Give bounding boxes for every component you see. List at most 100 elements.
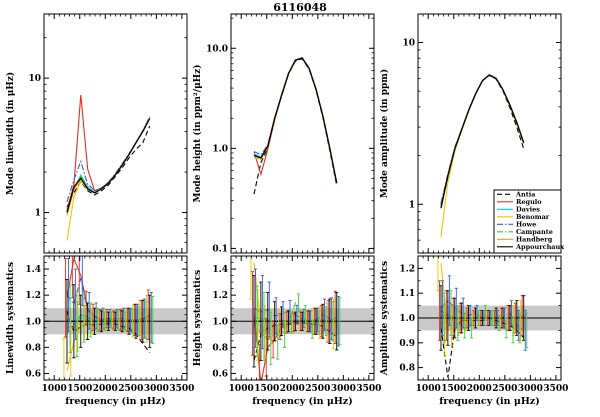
error-bar-campante [144,301,148,339]
error-bar-campante [262,292,266,361]
ticks: 1000 1500 2000 2500 3000 3500 0.6 0.8 1.0 1.2 1.4 [25,256,194,394]
axis-text: 1.0 [212,144,228,154]
error-bar-appourchaux [259,281,263,361]
panel-height_systematics: 1000 1500 2000 2500 3000 3500 0.6 0.8 1.0 1.2 1.4 H… [193,255,381,407]
error-bar-howe [468,305,472,326]
error-bar-howe [475,305,479,321]
error-bar-howe [336,296,340,347]
error-bar-appourchaux [494,307,498,329]
panel-frame [43,13,188,254]
error-bar-appourchaux [328,298,332,344]
ticks: 1000 1500 2000 2500 3000 3500 0.6 0.8 1.0 1.2 1.4 [212,256,381,394]
error-bar-regulo [437,280,442,341]
error-bar-howe [128,307,133,333]
error-bar-campante [96,307,100,333]
legend-label-handberg: Handberg [516,236,553,244]
error-bar-campante [470,317,474,339]
series-handberg [66,117,151,216]
y-axis-label-linewidth: Mode linewidth (in μHz) [5,72,16,195]
error-bar-benomar [62,337,66,380]
error-bar-howe [115,309,119,329]
error-bar-campante [82,292,86,343]
error-bar-regulo [112,310,116,330]
axis-text: 0.1 [212,244,228,254]
error-bar-howe [523,310,527,351]
error-bar-benomar [249,256,253,300]
axis-text: 1000 [42,384,67,394]
axis-text: 2000 [280,384,305,394]
axis-text: 1.0 [399,314,415,324]
series-appourchaux [253,57,338,184]
error-bar-campante [511,317,515,344]
error-bar-campante [504,317,508,339]
error-bar-howe [80,256,84,307]
panel-linewidth_systematics: 1000 1500 2000 2500 3000 3500 0.6 0.8 1.0 1.2 1.4 L… [6,255,194,407]
error-bar-howe [496,310,500,326]
error-bar-appourchaux [148,294,152,348]
axis-text: 1.0 [25,317,41,327]
error-bar-campante [68,284,72,354]
error-bar-appourchaux [508,305,512,331]
axis-text: 1.0 [212,317,228,327]
axis-text: 0.8 [212,343,228,353]
series-antia [440,74,525,205]
error-bar-regulo [250,271,255,356]
axis-text: 1 [409,200,415,210]
legend-box [493,189,562,254]
axis-text: 10 [28,74,41,84]
axis-text: 1.2 [25,291,41,301]
error-bar-howe [253,268,258,348]
legend-label-howe: Howe [516,221,536,229]
legend-label-benomar: Benomar [516,213,550,221]
series-campante [66,117,151,212]
axis-text: 1500 [67,384,92,394]
series-regulo [66,94,151,210]
axis-text: 1500 [254,384,279,394]
error-bar-benomar [318,306,322,339]
error-bar-howe [73,268,78,340]
axis-text: 1000 [416,384,441,394]
error-bar-howe [87,292,91,330]
error-bar-campante [338,297,342,346]
series-handberg [440,74,525,209]
series-howe [66,116,151,203]
axis-text: 1000 [229,384,254,394]
axis-text: 2500 [305,384,330,394]
series-howe [440,74,525,204]
error-bar-campante [116,310,120,330]
series-regulo [440,74,525,206]
panel-frame [43,255,188,381]
error-bar-howe [454,287,458,329]
series-campante [440,74,525,208]
error-bar-howe [516,310,520,341]
y-axis-label-amplitude: Mode amplitude (in ppm) [379,69,390,198]
series-appourchaux [440,74,525,209]
error-bar-howe [295,305,299,325]
error-bar-campante [331,301,335,342]
axis-text: 0.8 [25,343,41,353]
error-bar-regulo [465,307,469,329]
panel-frame [417,13,562,254]
error-bar-howe [315,307,320,333]
error-bar-campante [123,311,127,331]
error-bar-regulo [285,311,289,334]
axis-text: 3500 [543,384,568,394]
error-bar-campante [324,306,328,337]
error-bar-howe [302,309,306,329]
error-bar-campante [151,296,155,344]
legend-label-campante: Campante [516,228,553,236]
error-bar-appourchaux [99,310,104,333]
error-bar-howe [274,297,278,335]
error-bar-regulo [271,320,275,359]
error-bar-howe [309,310,313,333]
axis-text: 1500 [441,384,466,394]
y-axis-label-linewidth_systematics: Linewidth systematics [6,262,16,374]
error-bar-campante [442,292,446,344]
error-bar-howe [94,302,98,330]
error-bar-campante [289,311,294,334]
error-bar-regulo [333,290,337,344]
error-bar-campante [456,305,460,341]
error-bar-campante [463,312,467,339]
